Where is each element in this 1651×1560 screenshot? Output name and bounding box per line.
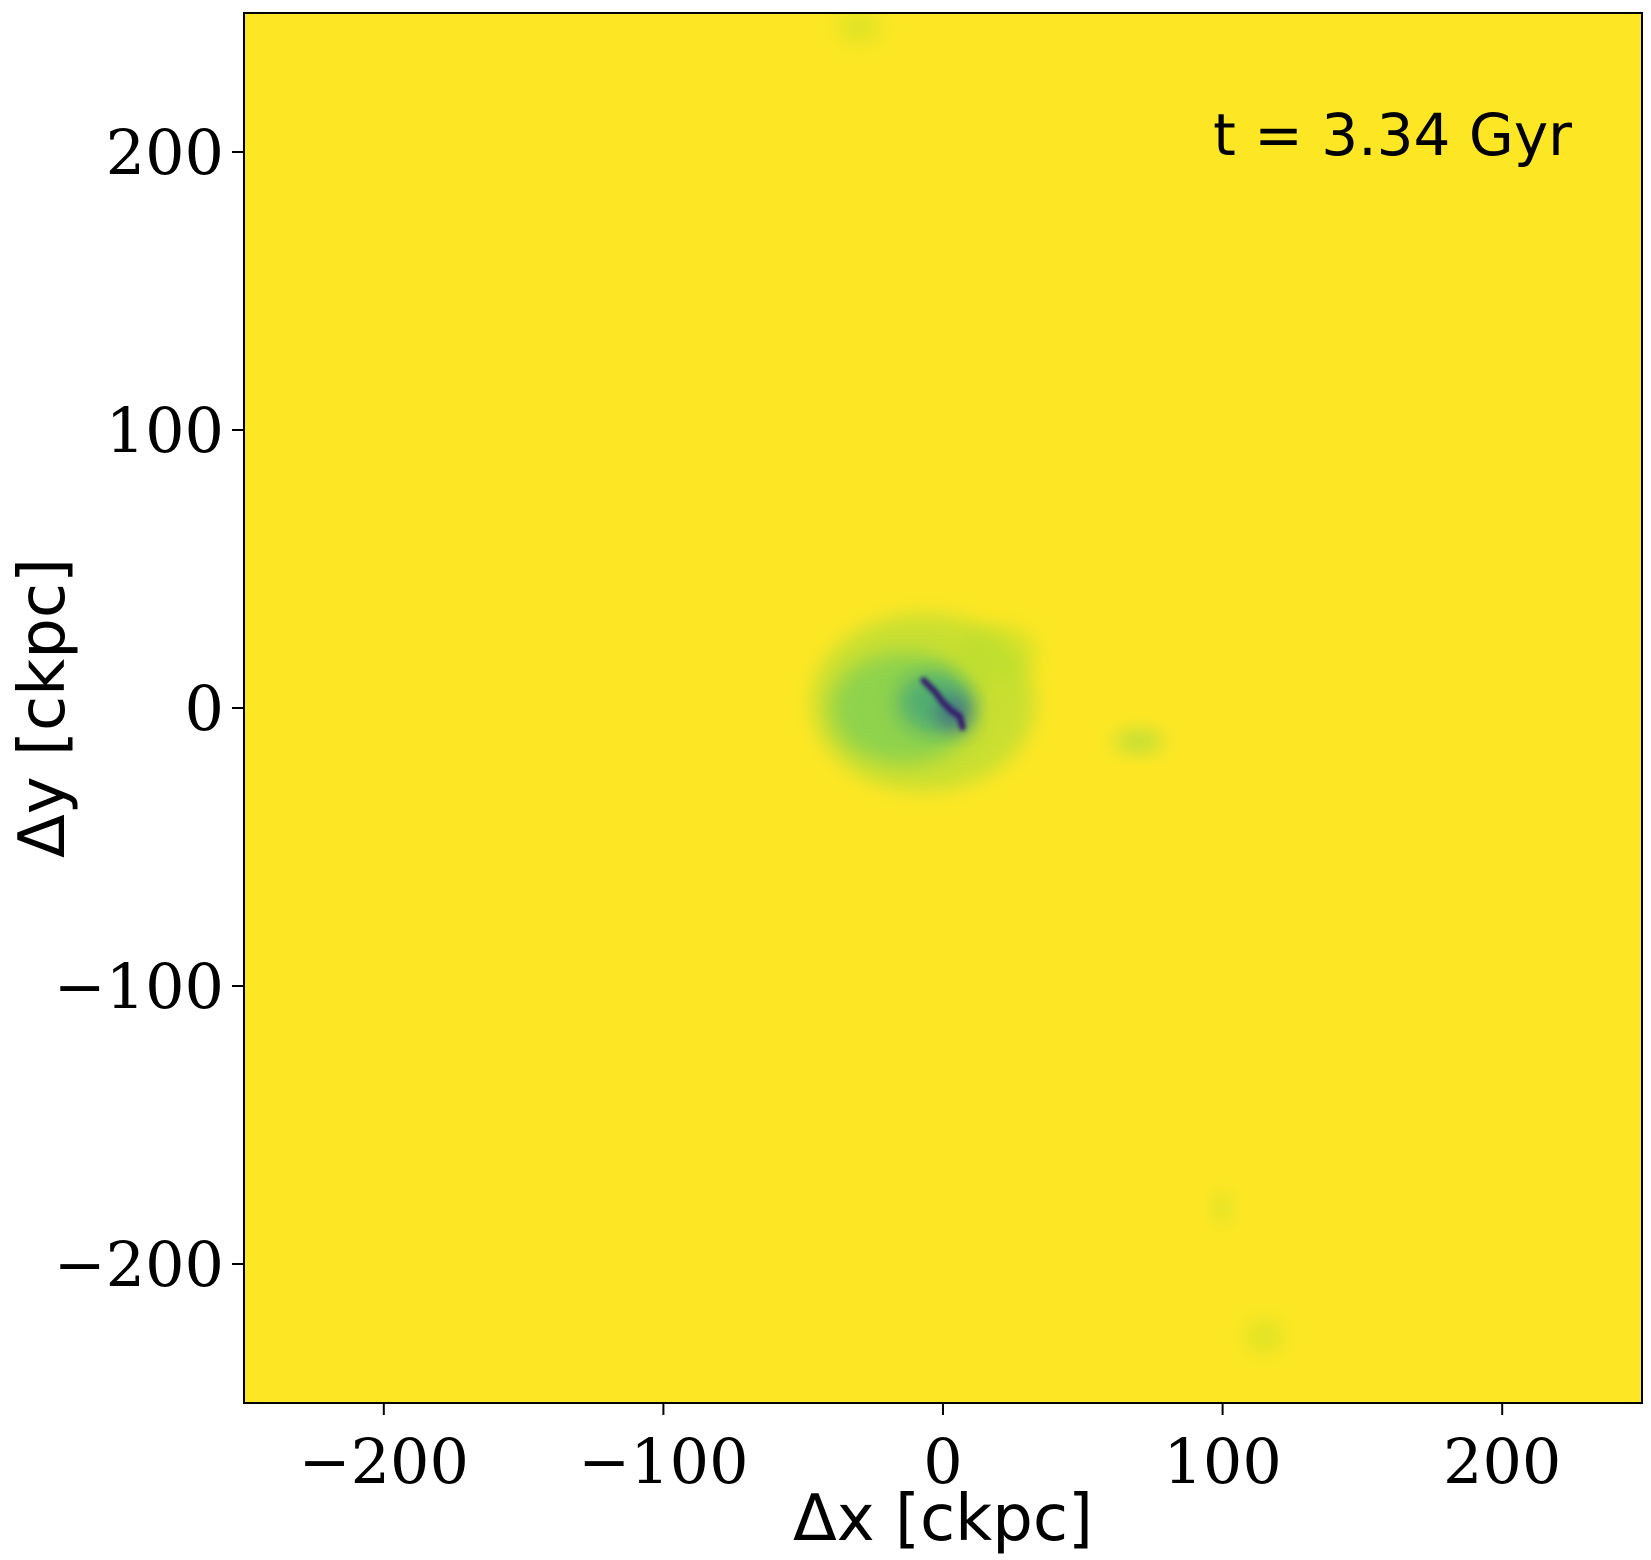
y-tick-label: 100: [106, 394, 224, 467]
x-tick-label: −200: [299, 1425, 469, 1498]
y-tick-label: −100: [54, 950, 224, 1023]
x-tick-label: 100: [1163, 1425, 1281, 1498]
density-features: [811, 13, 1285, 1353]
x-tick-label: −100: [578, 1425, 748, 1498]
x-tick-label: 200: [1443, 1425, 1561, 1498]
x-axis-label: Δx [ckpc]: [793, 1482, 1093, 1556]
filament-layer: [920, 677, 966, 731]
density-feature-8: [836, 13, 882, 44]
x-axis-ticks: −200 −100 0 100 200: [299, 1403, 1561, 1498]
y-tick-label: −200: [54, 1228, 224, 1301]
density-feature-7: [1244, 1319, 1285, 1353]
density-feature-5: [1113, 730, 1164, 753]
density-feature-6: [1214, 1194, 1231, 1223]
y-axis-ticks: 200 100 0 −100 −200: [54, 116, 244, 1301]
density-feature-4: [959, 624, 1039, 681]
time-annotation: t = 3.34 Gyr: [1213, 101, 1572, 169]
y-axis-label: Δy [ckpc]: [6, 558, 80, 858]
y-tick-label: 0: [185, 672, 224, 745]
y-tick-label: 200: [106, 116, 224, 189]
x-tick-label: 0: [923, 1425, 962, 1498]
filament-line: [920, 677, 966, 731]
